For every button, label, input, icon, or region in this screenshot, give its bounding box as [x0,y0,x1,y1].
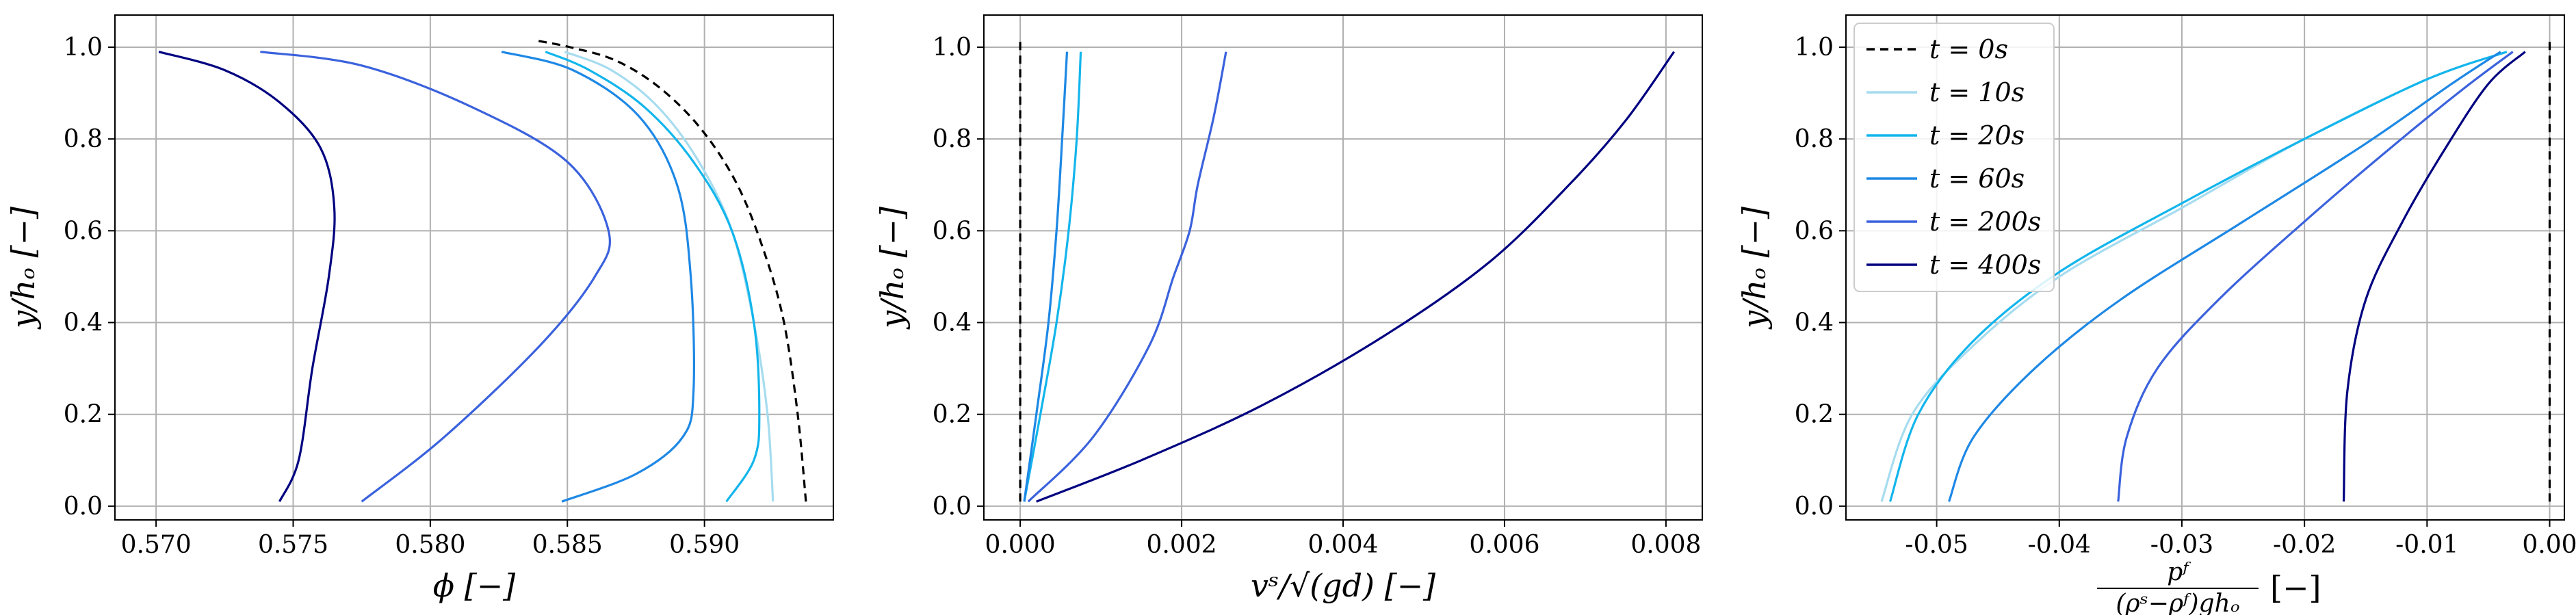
legend-box [1853,23,2055,292]
y-tick-label: 0.0 [64,493,103,521]
legend-label: t = 200s [1929,207,2041,237]
chart-panel-3: -0.05 -0.04 -0.03 -0.02 -0.01 0.00 0.0 0.2 0.4 0.… [1736,14,2576,615]
y-tick-label: 0.0 [1795,493,1834,521]
x-axis-label-denominator: (ρˢ−ρᶠ)ghₒ [2116,590,2239,615]
plot-frame [114,14,834,521]
series-line-t-20s [1888,51,2508,502]
x-tick-label: 0.575 [258,531,328,559]
x-tick-label: 0.002 [1147,531,1217,559]
x-axis-label: ϕ [−] [433,567,515,604]
series-line-t-400s [1036,51,1676,503]
series-line-t-60s [1023,51,1069,502]
y-tick-label: 0.8 [933,125,972,153]
x-tick-label: -0.03 [2150,531,2213,559]
legend-label: t = 60s [1929,163,2025,194]
x-tick-label: 0.00 [2522,531,2576,559]
y-tick-label: 1.0 [933,34,972,62]
x-tick-label: 0.590 [669,531,740,559]
legend: t = 0s t = 10s t = 20s t = 60s t = 200s t = 4… [1853,23,2055,292]
y-tick-label: 0.2 [933,401,972,429]
chart-panel-2: 0.000 0.002 0.004 0.006 0.008 0.0 0.2 0.4 0.6 0.8… [874,14,1703,604]
x-tick-label: 0.585 [532,531,603,559]
x-axis-label: vˢ/√(gd) [−] [1251,567,1435,604]
y-tick-label: 0.4 [933,309,972,337]
x-tick-label: 0.000 [985,531,1056,559]
plot-frame [1845,14,2565,521]
y-tick-label: 1.0 [1795,34,1834,62]
legend-label: t = 0s [1929,34,2008,64]
x-tick-label: 0.570 [121,531,192,559]
series-line-t-10s [1023,51,1069,502]
x-axis-label-numerator: pᶠ [2167,558,2191,586]
y-tick-label: 0.8 [1795,125,1834,153]
y-tick-label: 0.6 [933,217,972,245]
series-line-t-200s [260,51,612,503]
series-group [158,39,807,503]
series-group [1019,38,1676,503]
x-tick-label: -0.02 [2273,531,2336,559]
series-line-t-400s [158,51,336,502]
y-tick-label: 0.6 [1795,217,1834,245]
y-axis-label: y/hₒ [−] [874,207,911,330]
legend-label: t = 10s [1929,77,2025,107]
legend-label: t = 20s [1929,120,2025,151]
x-tick-label: -0.05 [1905,531,1968,559]
x-tick-label: 0.008 [1630,531,1701,559]
y-axis-label: y/hₒ [−] [5,207,42,330]
y-tick-label: 0.0 [933,493,972,521]
series-line-t-0s [534,39,807,502]
y-tick-label: 0.8 [64,125,103,153]
x-tick-label: 0.004 [1307,531,1378,559]
y-axis-label: y/hₒ [−] [1736,207,1773,330]
series-line-t-20s [1023,51,1082,502]
y-tick-label: 0.4 [1795,309,1834,337]
x-tick-label: 0.006 [1469,531,1539,559]
y-tick-label: 1.0 [64,34,103,62]
series-line-t-200s [2117,51,2514,502]
y-tick-label: 0.2 [1795,401,1834,429]
series-group [1880,38,2551,502]
series-line-t-200s [1027,51,1227,503]
y-tick-label: 0.6 [64,217,103,245]
series-line-t-60s [501,51,695,503]
series-line-t-20s [545,51,761,503]
y-tick-label: 0.4 [64,309,103,337]
x-axis-label-unit: [−] [2270,569,2321,606]
series-line-t-60s [1948,51,2501,502]
legend-label: t = 400s [1929,250,2041,280]
y-tick-label: 0.2 [64,401,103,429]
x-tick-label: -0.01 [2395,531,2458,559]
x-tick-label: 0.580 [395,531,465,559]
series-line-t-400s [2342,51,2526,502]
chart-panel-1: 0.570 0.575 0.580 0.585 0.590 0.0 0.2 0.4 0.6 0.8… [5,14,834,604]
x-tick-label: -0.04 [2028,531,2091,559]
